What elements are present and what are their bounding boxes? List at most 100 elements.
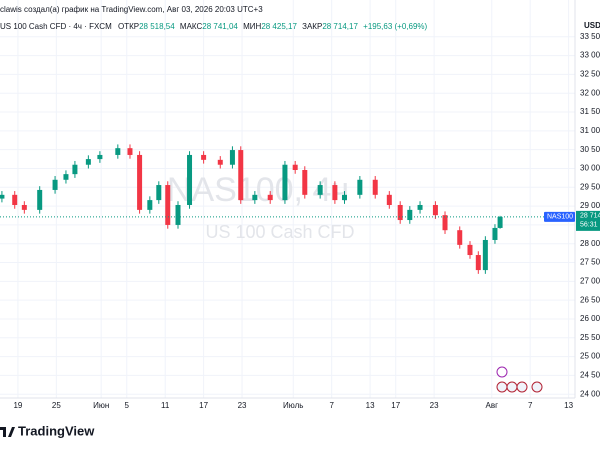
candle-body — [72, 164, 78, 175]
candle-body — [442, 215, 448, 231]
x-tick-label: Авг — [486, 401, 499, 410]
x-tick-label: 7 — [528, 401, 533, 410]
candle-body — [282, 164, 288, 201]
header-credit: clawis создал(а) график на TradingView.c… — [0, 5, 263, 14]
candle-body — [332, 185, 338, 201]
low-label: МИН — [243, 22, 261, 31]
x-tick-label: 17 — [199, 401, 208, 410]
x-tick-label: 5 — [125, 401, 130, 410]
open-label: ОТКР — [118, 22, 139, 31]
candle-body — [357, 179, 363, 195]
candle-body — [229, 150, 235, 165]
event-icons — [496, 366, 543, 393]
y-tick-label: 33 500 — [580, 32, 600, 41]
y-tick-label: 28 000 — [580, 239, 600, 248]
candle-body — [482, 239, 488, 271]
candle-body — [52, 179, 58, 190]
y-tick-label: 26 000 — [580, 314, 600, 323]
x-tick-label: 13 — [564, 401, 573, 410]
y-tick-label: 24 500 — [580, 371, 600, 380]
candle-body — [252, 194, 258, 201]
x-tick-label: 11 — [161, 401, 170, 410]
x-tick-label: Июль — [283, 401, 303, 410]
y-tick-label: 31 500 — [580, 107, 600, 116]
candle-body — [156, 185, 162, 201]
y-tick-label: 29 500 — [580, 182, 600, 191]
candle-body — [175, 204, 181, 225]
candle-body — [317, 185, 323, 195]
event-icon — [516, 381, 528, 393]
high-label: МАКС — [180, 22, 203, 31]
price-tag-symbol: NAS100 — [547, 214, 573, 221]
candle-body — [12, 194, 18, 205]
candles — [0, 144, 575, 274]
event-icon — [496, 381, 508, 393]
candle-body — [201, 154, 207, 160]
watermark-name: US 100 Cash CFD — [205, 222, 354, 242]
y-tick-label: 24 000 — [580, 389, 600, 398]
price-axis-countdown: 56:31 — [580, 222, 598, 229]
candle-body — [97, 154, 103, 160]
candle-body — [137, 154, 143, 210]
candle-body — [0, 194, 5, 199]
candle-body — [475, 255, 481, 271]
event-icon — [531, 381, 543, 393]
candle-body — [147, 200, 153, 210]
x-tick-label: 13 — [366, 401, 375, 410]
logo-text: TradingView — [18, 423, 95, 438]
x-tick-label: 19 — [13, 401, 22, 410]
candle-body — [372, 179, 378, 195]
open: 28 518,54 — [139, 22, 175, 31]
candle-body — [407, 209, 413, 221]
price-axis-price: 28 714 — [580, 213, 600, 220]
y-tick-label: 30 500 — [580, 145, 600, 154]
change: +195,63 (+0,69%) — [363, 22, 427, 31]
grid — [0, 0, 575, 398]
x-tick-label: 17 — [391, 401, 400, 410]
candle-body — [397, 204, 403, 221]
logo: TradingView — [0, 423, 95, 438]
price-axis-tag — [576, 210, 600, 231]
candle-body — [457, 230, 463, 245]
candle-body — [292, 164, 298, 170]
x-tick-label: 25 — [52, 401, 61, 410]
candle-body — [63, 174, 69, 180]
y-tick-label: 31 000 — [580, 126, 600, 135]
header-ohlc: US 100 Cash CFD · 4ч · FXCM ОТКР28 518,5… — [0, 22, 428, 31]
close-label: ЗАКР — [302, 22, 322, 31]
candle-body — [386, 194, 392, 205]
x-tick-label: Июн — [93, 401, 109, 410]
candle-body — [187, 154, 193, 205]
y-tick-label: 25 000 — [580, 352, 600, 361]
y-tick-label: 33 000 — [580, 51, 600, 60]
candle-body — [492, 227, 498, 240]
logo-mark — [0, 427, 15, 437]
candle-body — [217, 159, 223, 165]
y-tick-label: 32 500 — [580, 70, 600, 79]
candle-body — [467, 244, 473, 256]
candle-body — [267, 194, 273, 201]
low: 28 425,17 — [261, 22, 297, 31]
event-icon — [506, 381, 518, 393]
y-tick-label: 25 500 — [580, 333, 600, 342]
candle-body — [85, 159, 91, 165]
x-tick-label: 23 — [430, 401, 439, 410]
candle-body — [238, 150, 244, 201]
candle-body — [115, 148, 121, 155]
candle-body — [37, 189, 43, 210]
currency: USD — [584, 21, 600, 30]
candle-body — [302, 170, 308, 195]
y-tick-label: 30 000 — [580, 164, 600, 173]
price-tag-box — [544, 211, 575, 222]
candle-body — [341, 194, 347, 201]
candle-body — [497, 216, 503, 228]
y-tick-label: 27 500 — [580, 258, 600, 267]
high: 28 741,04 — [202, 22, 238, 31]
y-tick-label: 32 000 — [580, 88, 600, 97]
x-tick-label: 7 — [329, 401, 334, 410]
candle-body — [432, 204, 438, 216]
candle-body — [165, 185, 171, 225]
y-tick-label: 27 000 — [580, 276, 600, 285]
